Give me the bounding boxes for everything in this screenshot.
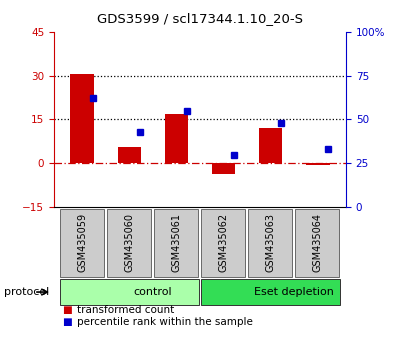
Bar (165, 114, 188, 163)
Bar (201, 209, 245, 277)
Bar (201, 279, 340, 305)
Text: control: control (134, 287, 172, 297)
Bar (259, 128, 282, 163)
Bar (118, 147, 141, 163)
Bar (295, 209, 340, 277)
Text: transformed count: transformed count (77, 305, 174, 315)
Bar (70, 74, 94, 163)
Bar (154, 209, 198, 277)
Bar (107, 209, 151, 277)
Text: GSM435063: GSM435063 (266, 213, 276, 272)
Text: Eset depletion: Eset depletion (254, 287, 334, 297)
Text: GSM435059: GSM435059 (77, 213, 87, 272)
Bar (60, 279, 199, 305)
Text: ■: ■ (62, 305, 72, 315)
Text: GSM435060: GSM435060 (124, 213, 134, 272)
Text: percentile rank within the sample: percentile rank within the sample (77, 317, 253, 327)
Bar (248, 209, 292, 277)
Text: ■: ■ (62, 317, 72, 327)
Text: GSM435061: GSM435061 (172, 213, 182, 272)
Text: GDS3599 / scl17344.1.10_20-S: GDS3599 / scl17344.1.10_20-S (97, 12, 303, 25)
Text: GSM435062: GSM435062 (218, 213, 228, 272)
Text: GSM435064: GSM435064 (313, 213, 323, 272)
Text: protocol: protocol (4, 287, 49, 297)
Bar (306, 163, 330, 165)
Bar (60, 209, 104, 277)
Bar (212, 163, 235, 173)
